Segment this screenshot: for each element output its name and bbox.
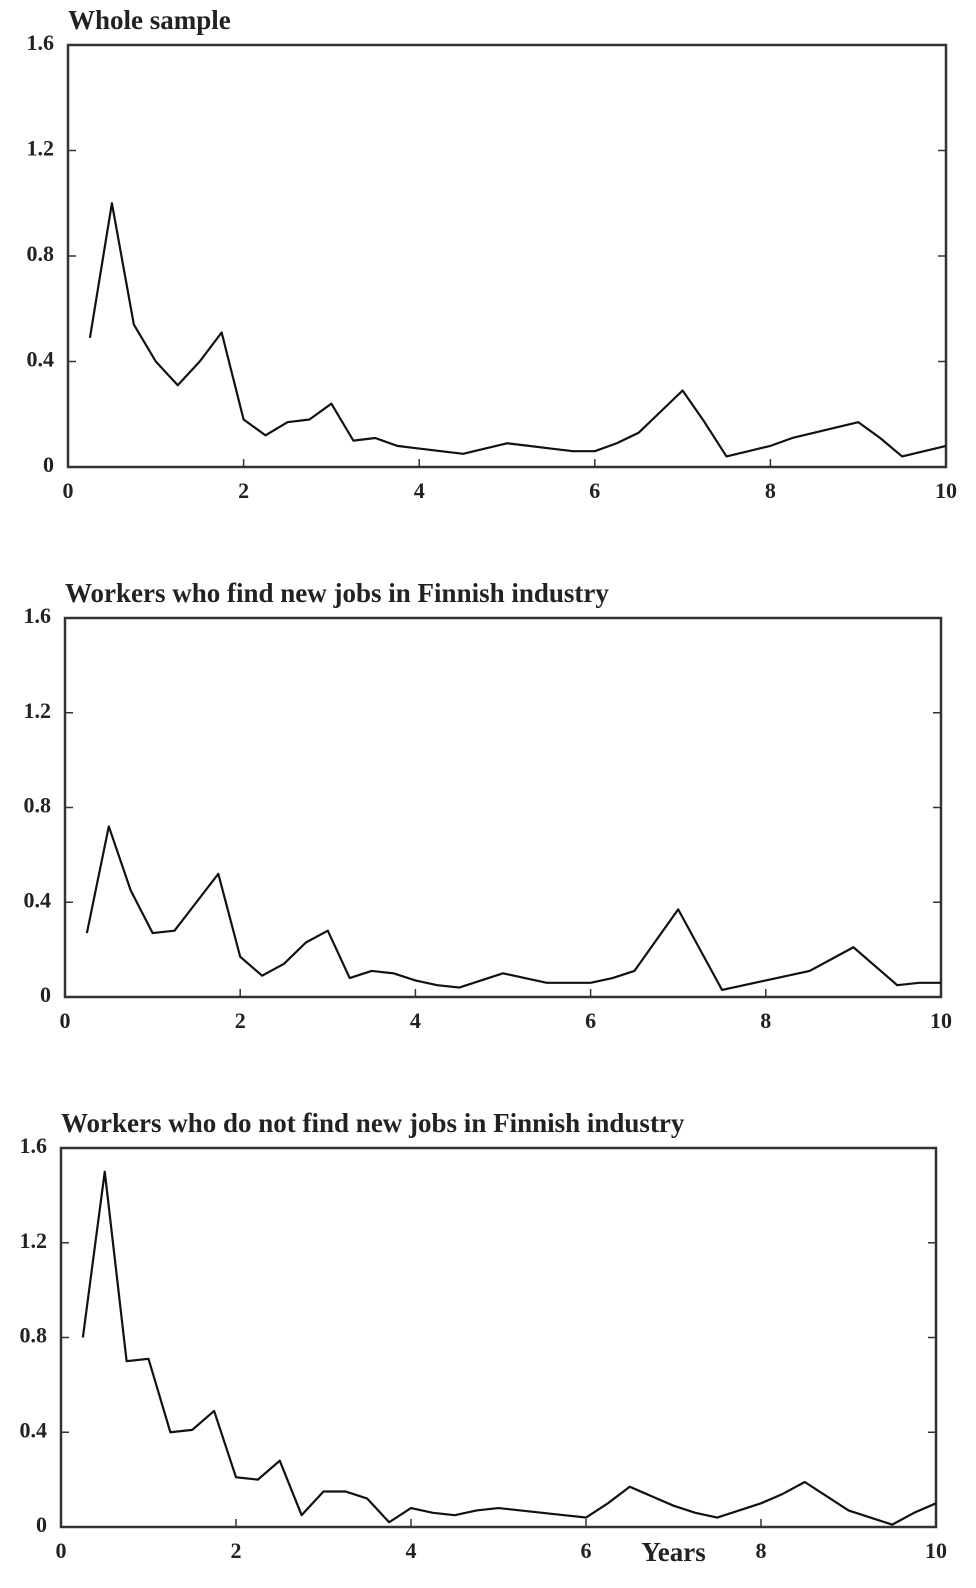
y-tick-label: 0 bbox=[40, 982, 51, 1007]
x-tick-label: 2 bbox=[238, 478, 249, 503]
y-tick-label: 1.2 bbox=[20, 1228, 48, 1253]
y-tick-label: 0.8 bbox=[20, 1323, 48, 1348]
data-line bbox=[88, 202, 947, 458]
y-tick-label: 1.6 bbox=[20, 1133, 48, 1158]
plot-frame bbox=[66, 43, 948, 469]
x-tick-label: 10 bbox=[930, 1008, 952, 1033]
plot-frame bbox=[59, 1146, 938, 1529]
x-tick-label: 0 bbox=[56, 1538, 67, 1563]
y-tick-label: 0.8 bbox=[27, 241, 55, 266]
x-tick-label: 4 bbox=[414, 478, 425, 503]
y-tick-label: 0 bbox=[36, 1512, 47, 1537]
x-tick-label: 10 bbox=[925, 1538, 947, 1563]
y-tick-label: 1.6 bbox=[24, 603, 52, 628]
plot-frame bbox=[63, 616, 943, 999]
chart-title: Workers who find new jobs in Finnish ind… bbox=[65, 578, 609, 608]
y-tick-label: 0 bbox=[43, 452, 54, 477]
x-tick-label: 8 bbox=[756, 1538, 767, 1563]
y-tick-label: 1.2 bbox=[24, 698, 52, 723]
data-line bbox=[85, 825, 941, 991]
chart-title: Whole sample bbox=[68, 5, 231, 35]
x-tick-label: 0 bbox=[60, 1008, 71, 1033]
x-tick-label: 2 bbox=[235, 1008, 246, 1033]
x-tick-label: 8 bbox=[765, 478, 776, 503]
y-tick-label: 0.8 bbox=[24, 793, 52, 818]
x-tick-label: 2 bbox=[231, 1538, 242, 1563]
x-tick-label: 6 bbox=[581, 1538, 592, 1563]
y-tick-label: 0.4 bbox=[20, 1417, 48, 1442]
y-tick-label: 0.4 bbox=[27, 347, 55, 372]
chart-title: Workers who do not find new jobs in Finn… bbox=[61, 1108, 685, 1138]
y-tick-label: 1.2 bbox=[27, 136, 55, 161]
y-tick-label: 0.4 bbox=[24, 887, 52, 912]
x-tick-label: 0 bbox=[63, 478, 74, 503]
x-tick-label: 10 bbox=[935, 478, 957, 503]
x-axis-label: Years bbox=[641, 1537, 705, 1567]
y-tick-label: 1.6 bbox=[27, 30, 55, 55]
data-line bbox=[81, 1170, 937, 1526]
x-tick-label: 4 bbox=[410, 1008, 421, 1033]
x-tick-label: 6 bbox=[585, 1008, 596, 1033]
x-tick-label: 8 bbox=[760, 1008, 771, 1033]
x-tick-label: 4 bbox=[406, 1538, 417, 1563]
x-tick-label: 6 bbox=[589, 478, 600, 503]
